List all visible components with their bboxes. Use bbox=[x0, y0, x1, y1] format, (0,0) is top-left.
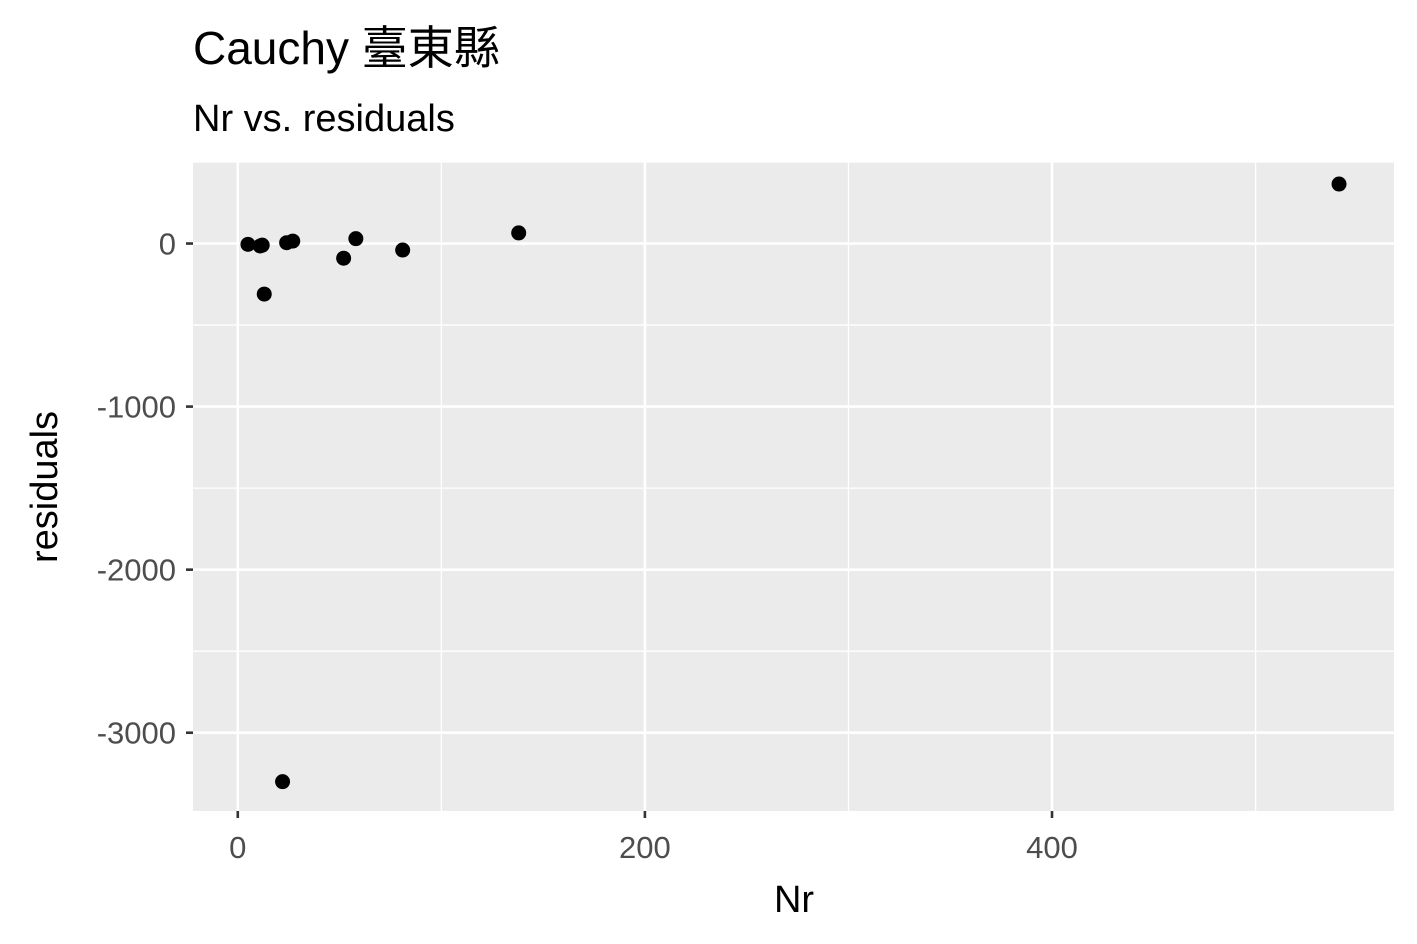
x-tick-label: 0 bbox=[229, 830, 246, 865]
y-axis-ticks: 0 -1000 -2000 -3000 bbox=[97, 227, 193, 751]
x-axis-title: Nr bbox=[774, 879, 814, 921]
x-tick-label: 200 bbox=[619, 830, 671, 865]
chart-title: Cauchy 臺東縣 bbox=[193, 22, 500, 74]
x-tick-label: 400 bbox=[1026, 830, 1078, 865]
minor-gridlines bbox=[193, 161, 1394, 811]
y-tick-label: -3000 bbox=[97, 716, 176, 751]
plot-panel bbox=[193, 162, 1394, 811]
y-tick-label: -1000 bbox=[97, 390, 176, 425]
data-point bbox=[240, 236, 256, 252]
chart-subtitle: Nr vs. residuals bbox=[193, 98, 455, 140]
data-point bbox=[256, 286, 272, 302]
data-point bbox=[336, 250, 352, 266]
y-axis-title: residuals bbox=[24, 411, 66, 563]
data-point bbox=[1331, 176, 1347, 192]
data-point bbox=[511, 225, 527, 241]
data-points bbox=[240, 176, 1347, 790]
x-axis-ticks: 0 200 400 bbox=[229, 811, 1078, 865]
y-tick-label: 0 bbox=[159, 227, 176, 262]
data-point bbox=[395, 242, 411, 258]
data-point bbox=[254, 237, 270, 253]
data-point bbox=[275, 774, 291, 790]
major-gridlines bbox=[193, 162, 1394, 811]
y-tick-label: -2000 bbox=[97, 553, 176, 588]
data-point bbox=[348, 231, 364, 247]
data-point bbox=[285, 233, 301, 249]
